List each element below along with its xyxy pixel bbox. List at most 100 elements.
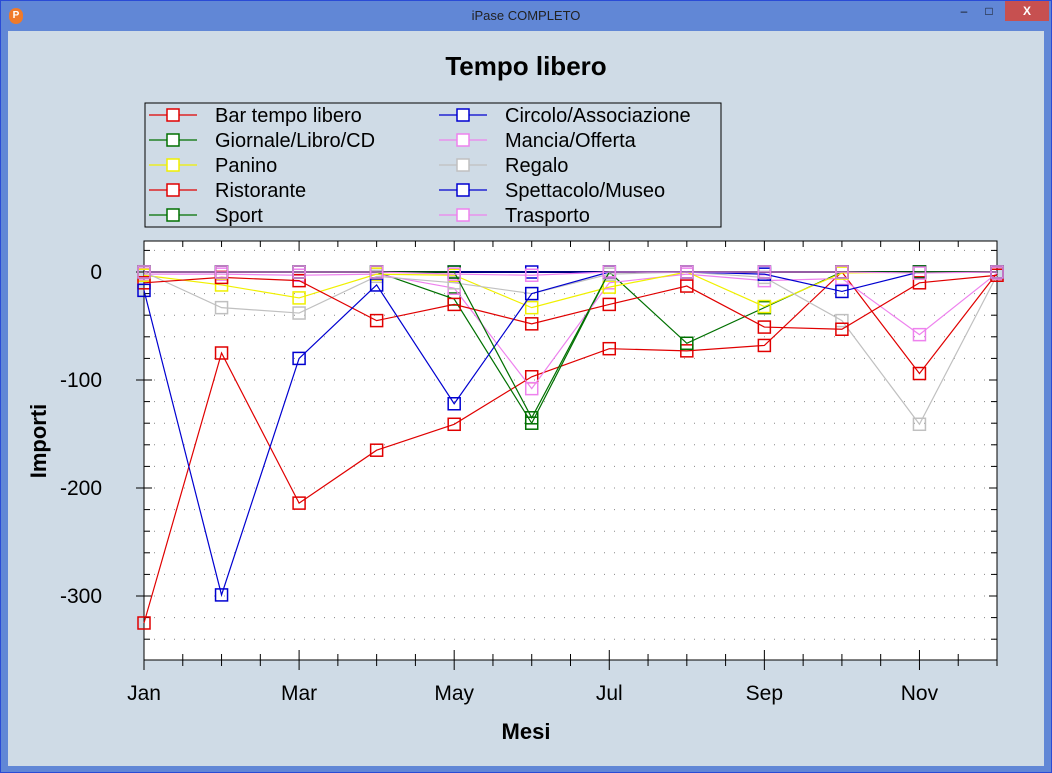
data-point-marker[interactable]: [680, 279, 694, 293]
x-axis-label: Mesi: [502, 719, 551, 744]
data-point-marker[interactable]: [292, 291, 306, 305]
data-point-marker[interactable]: [757, 265, 772, 279]
x-tick-label: Mar: [281, 682, 317, 705]
data-point-marker[interactable]: [214, 278, 229, 292]
data-point-marker[interactable]: [912, 327, 927, 342]
x-tick-label: Sep: [746, 682, 783, 705]
data-point-marker[interactable]: [835, 265, 849, 279]
data-point-marker[interactable]: [214, 346, 229, 360]
legend-label: Panino: [215, 155, 277, 177]
data-point-marker[interactable]: [214, 300, 229, 315]
data-point-marker[interactable]: [369, 265, 384, 279]
legend-marker-icon: [456, 133, 470, 147]
chart-title: Tempo libero: [445, 51, 606, 81]
data-point-marker[interactable]: [137, 276, 151, 290]
data-point-marker[interactable]: [137, 265, 151, 279]
data-point-marker[interactable]: [292, 496, 306, 510]
y-axis-label: Importi: [26, 404, 51, 479]
legend-marker-icon: [456, 183, 470, 197]
data-point-marker[interactable]: [292, 351, 306, 366]
legend-label: Spettacolo/Museo: [505, 180, 665, 202]
series-line: [143, 271, 998, 624]
data-point-marker[interactable]: [369, 443, 384, 457]
legend-label: Mancia/Offerta: [505, 130, 637, 152]
series-line: [143, 271, 998, 426]
legend-marker-icon: [166, 208, 180, 222]
data-point-marker[interactable]: [680, 344, 694, 358]
legend-marker-icon: [166, 108, 180, 122]
data-point-marker[interactable]: [602, 297, 617, 312]
data-point-marker[interactable]: [835, 322, 849, 336]
line-chart: Tempo libero 0 -100 -200 -300 Jan Mar May Jul Sep…: [26, 51, 1004, 744]
data-point-marker[interactable]: [990, 265, 1004, 279]
data-point-marker[interactable]: [524, 411, 539, 425]
data-point-marker[interactable]: [214, 265, 229, 279]
y-tick-label: 0: [90, 261, 102, 284]
data-point-marker[interactable]: [524, 286, 539, 301]
minimize-button[interactable]: –: [960, 4, 968, 18]
legend: [144, 102, 722, 228]
data-point-marker[interactable]: [447, 397, 461, 411]
legend-marker-icon: [166, 158, 180, 172]
data-point-marker[interactable]: [369, 313, 384, 328]
x-tick-label: Jan: [127, 682, 161, 705]
data-point-marker[interactable]: [602, 341, 617, 356]
title-bar[interactable]: P iPase COMPLETO – □ X: [1, 1, 1051, 31]
data-point-marker[interactable]: [757, 338, 772, 353]
data-point-marker[interactable]: [680, 336, 694, 351]
data-point-marker[interactable]: [524, 268, 539, 282]
series-line: [143, 274, 998, 330]
series-line: [144, 271, 998, 276]
window-title: iPase COMPLETO: [471, 8, 581, 23]
data-point-marker[interactable]: [137, 616, 151, 630]
data-point-marker[interactable]: [524, 317, 539, 331]
legend-marker-icon: [166, 183, 180, 197]
plot-area: [143, 240, 998, 661]
data-point-marker[interactable]: [524, 381, 539, 396]
legend-label: Circolo/Associazione: [505, 105, 691, 127]
x-tick-label: Jul: [596, 682, 623, 705]
y-tick-label: -100: [60, 369, 102, 392]
legend-label: Giornale/Libro/CD: [215, 130, 375, 152]
data-point-marker[interactable]: [757, 299, 772, 314]
legend-marker-icon: [456, 108, 470, 122]
data-point-marker[interactable]: [757, 320, 772, 334]
data-point-marker[interactable]: [602, 280, 617, 294]
data-point-marker[interactable]: [912, 366, 927, 381]
legend-label: Trasporto: [505, 205, 590, 227]
series-line: [143, 271, 997, 598]
legend-marker-icon: [166, 133, 180, 147]
data-point-marker[interactable]: [835, 313, 849, 328]
data-point-marker[interactable]: [912, 266, 927, 280]
close-button[interactable]: X: [1005, 1, 1049, 21]
data-point-marker[interactable]: [214, 588, 229, 602]
legend-label: Bar tempo libero: [215, 105, 362, 127]
data-point-marker[interactable]: [602, 265, 617, 279]
data-point-marker[interactable]: [835, 284, 849, 299]
data-point-marker[interactable]: [292, 306, 306, 320]
maximize-button[interactable]: □: [985, 4, 993, 18]
data-point-marker[interactable]: [524, 300, 539, 315]
y-tick-label: -300: [60, 585, 102, 608]
data-point-marker[interactable]: [912, 276, 927, 290]
series-line: [143, 271, 997, 309]
data-point-marker[interactable]: [447, 267, 461, 281]
data-point-marker[interactable]: [292, 265, 306, 279]
data-point-marker[interactable]: [292, 273, 306, 288]
data-point-marker[interactable]: [137, 283, 151, 298]
legend-label: Ristorante: [215, 180, 306, 202]
data-point-marker[interactable]: [447, 297, 461, 312]
x-tick-label: May: [434, 682, 474, 705]
data-point-marker[interactable]: [912, 417, 927, 432]
data-point-marker[interactable]: [680, 265, 694, 279]
data-point-marker[interactable]: [369, 278, 384, 292]
chart-area: Tempo libero 0 -100 -200 -300 Jan Mar May Jul Sep…: [8, 31, 1044, 766]
x-tick-label: Nov: [901, 682, 939, 705]
app-p-icon[interactable]: P: [9, 8, 23, 24]
legend-marker-icon: [456, 158, 470, 172]
data-point-marker[interactable]: [447, 417, 461, 432]
legend-label: Regalo: [505, 155, 568, 177]
legend-marker-icon: [456, 208, 470, 222]
legend-label: Sport: [215, 205, 263, 227]
